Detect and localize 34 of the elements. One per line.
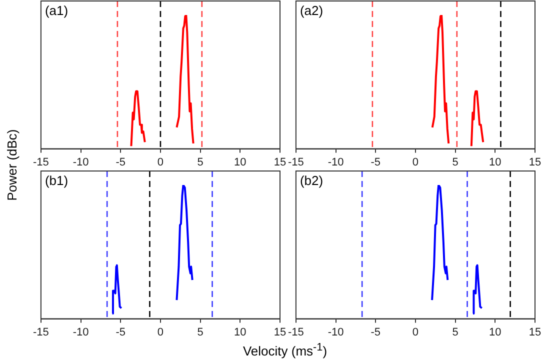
x-tick-label: -5 [370, 156, 381, 168]
x-tick-label: 10 [489, 156, 502, 168]
x-tick-label: -10 [72, 326, 89, 338]
x-tick-label: 5 [197, 326, 204, 338]
x-tick-label: 15 [528, 156, 542, 168]
x-tick-label: 0 [157, 156, 164, 168]
annotation: (b2) [300, 173, 324, 188]
x-tick-label: 15 [274, 326, 286, 338]
x-tick-label: 0 [412, 326, 419, 338]
annotation: (a2) [300, 3, 324, 18]
x-tick-label: -5 [116, 156, 126, 168]
x-tick-label: -15 [288, 156, 304, 168]
x-tick-label: -10 [328, 326, 344, 338]
x-tick-label: 5 [197, 156, 204, 168]
x-tick-label: -10 [328, 156, 344, 168]
y-axis-title: Power (dBc) [4, 129, 20, 201]
x-tick-label: 10 [489, 326, 502, 338]
x-tick-label: -10 [72, 156, 89, 168]
x-tick-label: -15 [32, 326, 49, 338]
x-tick-label: 0 [412, 156, 419, 168]
x-tick-label: -15 [288, 326, 304, 338]
x-tick-label: 10 [234, 156, 246, 168]
x-axis-title: Velocity (ms$^{-1}$) [242, 341, 328, 359]
annotation: (b1) [44, 173, 68, 188]
x-tick-label: 10 [234, 326, 246, 338]
annotation: (a1) [44, 3, 68, 18]
x-tick-label: 5 [452, 326, 458, 338]
x-tick-label: -15 [32, 156, 49, 168]
x-tick-label: 15 [274, 156, 286, 168]
x-tick-label: -5 [370, 326, 381, 338]
x-tick-label: 5 [452, 156, 458, 168]
x-tick-label: 15 [528, 326, 542, 338]
x-tick-label: 0 [157, 326, 164, 338]
x-tick-label: -5 [116, 326, 126, 338]
